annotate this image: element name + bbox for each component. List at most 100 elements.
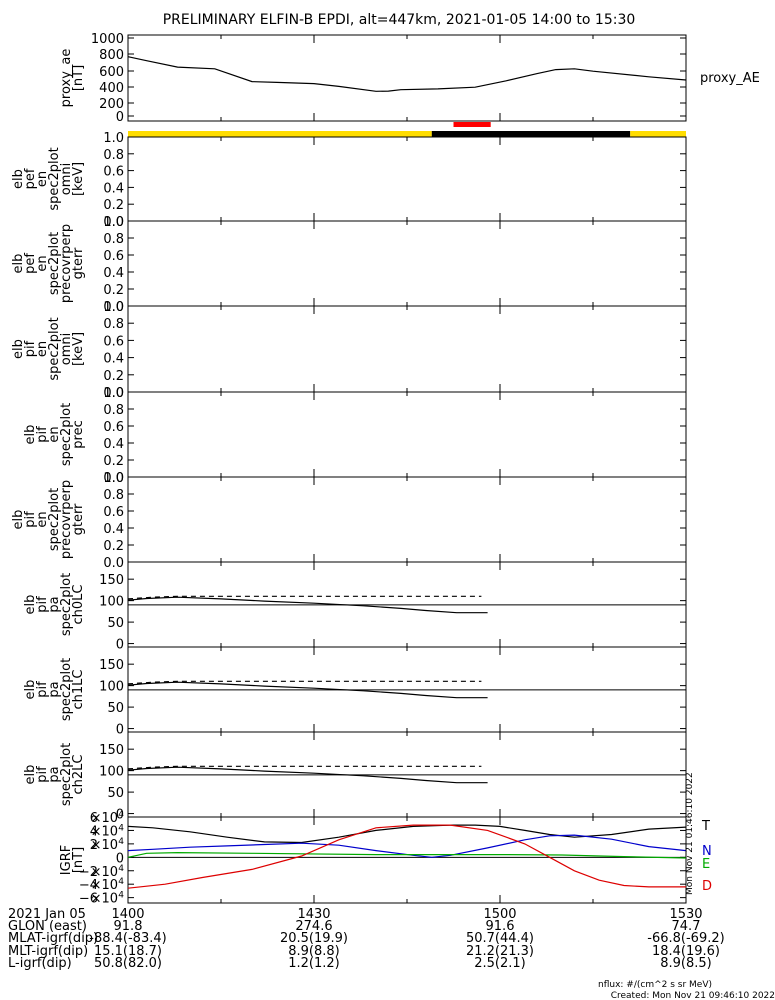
y-tick-label: 1.0	[103, 131, 124, 146]
series-line	[127, 595, 482, 600]
series-line	[127, 680, 482, 685]
y-tick-label: 0.8	[103, 488, 124, 503]
y-tick-exponent: 4	[118, 877, 124, 887]
x-tick-label: 1500	[483, 907, 516, 922]
y-tick-label: 0	[116, 638, 124, 653]
y-tick-label: 0.4	[103, 266, 124, 281]
x-axis-value: 2.5(2.1)	[474, 956, 526, 971]
series-line	[127, 765, 482, 770]
y-tick-label: 50	[107, 786, 124, 801]
y-tick-label: 6	[90, 811, 98, 826]
x-axis-value: 18.4(19.6)	[652, 944, 720, 959]
y-axis-label: elb	[11, 254, 26, 274]
y-tick-label: 0.8	[103, 403, 124, 418]
y-axis-label: spec2plot	[47, 317, 62, 380]
x-axis-value: -88.4(-83.4)	[89, 931, 166, 946]
y-axis-label: spec2plot	[59, 403, 74, 466]
plot-title: PRELIMINARY ELFIN-B EPDI, alt=447km, 202…	[163, 12, 636, 28]
y-axis-label: IGRF	[59, 845, 74, 875]
x-axis-value: 20.5(19.9)	[280, 931, 348, 946]
y-tick-label: 0	[116, 110, 124, 125]
y-axis-label: spec2plot	[59, 573, 74, 636]
y-axis-label: proxy_ae	[59, 49, 74, 108]
y-axis-label: pa	[47, 596, 62, 612]
y-tick-label: 0.4	[103, 352, 124, 367]
y-tick-times: ×10	[91, 838, 118, 853]
y-tick-exponent: 4	[118, 864, 124, 874]
x-axis-row-label: 2021 Jan 05	[8, 907, 86, 922]
y-axis-label: prec	[71, 420, 86, 448]
y-axis-label: spec2plot	[59, 658, 74, 721]
panel-pif_omni: 1.0 0.8 0.6 0.4 0.2 0.0 elbpifenspec2plotomni[…	[11, 300, 687, 401]
y-tick-label: 0.8	[103, 148, 124, 163]
y-axis-label: elb	[11, 510, 26, 530]
x-axis-value: 15.1(18.7)	[94, 944, 162, 959]
y-axis-label: omni	[59, 163, 74, 195]
y-tick-label: 0.8	[103, 232, 124, 247]
y-axis-label: pa	[47, 766, 62, 782]
y-axis-label: spec2plot	[47, 147, 62, 210]
x-axis-value: 274.6	[295, 919, 332, 934]
y-axis-label: elb	[11, 339, 26, 359]
series-line	[127, 824, 686, 889]
orbit-segment	[128, 131, 432, 137]
y-axis-label: spec2plot	[47, 488, 62, 551]
y-tick-label: 0.2	[103, 198, 124, 213]
series-line	[127, 681, 488, 699]
series-line	[127, 766, 488, 784]
y-axis-label: [nT]	[71, 847, 86, 873]
panel-igrf: 6×10 44×10 42×10 40−2×10 4−4×10 4−6×10 4IGRF[n…	[59, 810, 712, 907]
y-tick-label: 2	[90, 838, 98, 853]
y-tick-label: 100	[99, 680, 124, 695]
y-tick-label: 0.2	[103, 539, 124, 554]
created-label: Created: Mon Nov 21 09:46:10 2022	[611, 991, 775, 1000]
panel-orbit_bar	[128, 122, 686, 137]
y-axis-label: gterr	[71, 247, 86, 279]
y-tick-label: 0.2	[103, 283, 124, 298]
x-axis-value: 50.8(82.0)	[94, 956, 162, 971]
y-tick-label: 0.8	[103, 317, 124, 332]
series-line	[127, 834, 687, 858]
y-tick-label: 0.6	[103, 420, 124, 435]
y-tick-label: 50	[107, 701, 124, 716]
y-axis-label: gterr	[71, 503, 86, 535]
panel-frame	[127, 34, 687, 122]
y-axis-label: omni	[59, 333, 74, 365]
x-axis-value: 50.7(44.4)	[466, 931, 534, 946]
panel-pef_precovrperp: 1.0 0.8 0.6 0.4 0.2 0.0 elbpefenspec2plotpreco…	[11, 215, 687, 315]
series-line	[127, 56, 687, 92]
y-tick-label: 150	[99, 573, 124, 588]
series-label: D	[702, 879, 712, 894]
panel-frame	[127, 391, 687, 478]
series-line	[127, 824, 687, 844]
side-stamp: Mon Nov 21 01:46:10 2022	[685, 772, 695, 895]
x-axis-row-label: MLAT-igrf(dip)	[8, 931, 98, 946]
y-tick-label: 1.0	[103, 215, 124, 230]
y-tick-label: −4	[79, 878, 98, 893]
y-tick-label: 0.4	[103, 181, 124, 196]
orbit-segment	[630, 131, 686, 137]
series-label: T	[701, 819, 710, 834]
y-tick-label: 100	[99, 595, 124, 610]
y-tick-label: −6	[79, 892, 98, 907]
x-axis-value: 21.2(21.3)	[466, 944, 534, 959]
x-axis-value: 1.2(1.2)	[288, 956, 340, 971]
series-line	[127, 596, 488, 614]
x-axis-row-label: GLON (east)	[8, 919, 87, 934]
y-axis-label: pa	[47, 681, 62, 697]
y-tick-times: ×10	[91, 865, 118, 880]
science-zone-marker	[453, 122, 491, 127]
y-axis-label: elb	[23, 680, 38, 700]
y-axis-label: elb	[23, 595, 38, 615]
y-tick-times: ×10	[91, 824, 118, 839]
x-tick-label: 1530	[669, 907, 702, 922]
y-axis-label: [nT]	[71, 65, 86, 91]
y-tick-exponent: 4	[118, 810, 124, 820]
x-axis-row-label: L-igrf(dip)	[8, 956, 72, 971]
y-axis-label: en	[35, 341, 50, 357]
y-axis-label: ch2LC	[71, 755, 86, 795]
y-tick-label: 0.0	[103, 300, 124, 315]
y-axis-label: elb	[11, 169, 26, 189]
